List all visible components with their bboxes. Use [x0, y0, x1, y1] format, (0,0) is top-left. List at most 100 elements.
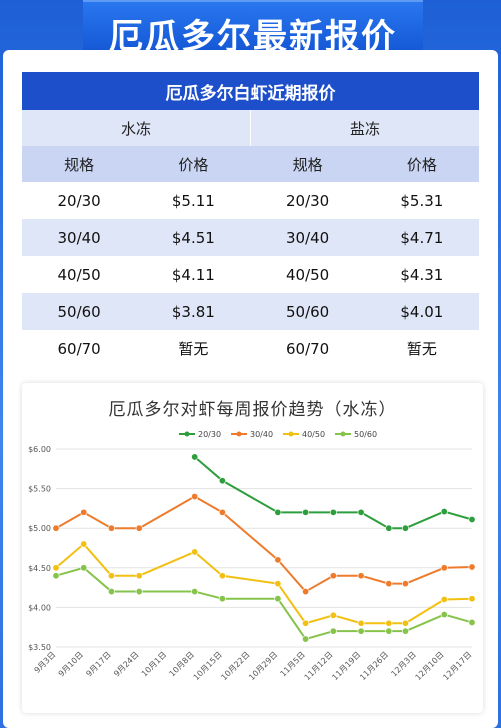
- data-point: [274, 595, 282, 603]
- x-tick-label: 10月1日: [140, 650, 168, 678]
- data-point: [274, 556, 282, 564]
- legend-marker: [236, 431, 242, 437]
- series-line: [55, 566, 473, 641]
- header-spec: 规格: [250, 146, 365, 182]
- data-point: [385, 619, 393, 627]
- data-point: [468, 515, 476, 523]
- spec-cell: 50/60: [250, 293, 365, 330]
- x-tick-label: 11月26日: [358, 650, 390, 682]
- table-row: 50/60 $3.81 50/60 $4.01: [22, 293, 479, 330]
- header-price: 价格: [136, 146, 251, 182]
- spec-cell: 40/50: [57, 265, 101, 284]
- data-point: [440, 595, 448, 603]
- x-tick-label: 11月5日: [279, 650, 307, 678]
- data-point: [218, 508, 226, 516]
- data-point: [52, 564, 60, 572]
- table-title: 厄瓜多尔白虾近期报价: [22, 72, 479, 110]
- data-point: [401, 627, 409, 635]
- price-table: 厄瓜多尔白虾近期报价 水冻 盐冻 规格 价格 规格 价格 20/30 $5.11…: [22, 72, 479, 367]
- x-tick-label: 9月10日: [57, 650, 85, 678]
- spec-cell: 20/30: [286, 191, 330, 210]
- data-point: [401, 580, 409, 588]
- legend-label: 50/60: [354, 430, 377, 439]
- chart-title: 厄瓜多尔对虾每周报价趋势（水冻）: [108, 400, 397, 420]
- x-tick-label: 12月17日: [441, 650, 473, 682]
- legend-label: 40/50: [302, 430, 325, 439]
- price-cell: $4.01: [364, 293, 479, 330]
- table-row: 30/40 $4.51 30/40 $4.71: [22, 219, 479, 256]
- data-point: [385, 627, 393, 635]
- spec-cell: 20/30: [57, 191, 101, 210]
- data-point: [191, 453, 199, 461]
- data-point: [357, 627, 365, 635]
- data-point: [468, 618, 476, 626]
- data-point: [401, 524, 409, 532]
- data-point: [440, 611, 448, 619]
- x-tick-label: 10月15日: [192, 650, 224, 682]
- legend-marker: [288, 431, 294, 437]
- data-point: [468, 563, 476, 571]
- spec-cell: 30/40: [22, 219, 137, 256]
- data-point: [440, 508, 448, 516]
- y-tick-label: $4.00: [28, 603, 51, 612]
- data-point: [274, 580, 282, 588]
- data-point: [385, 524, 393, 532]
- spec-cell: 60/70: [286, 339, 330, 358]
- price-cell: $5.31: [400, 191, 444, 210]
- x-tick-label: 10月22日: [219, 650, 251, 682]
- y-tick-label: $4.50: [28, 564, 51, 573]
- data-point: [302, 588, 310, 596]
- price-cell: $5.11: [171, 191, 215, 210]
- price-cell: 暂无: [178, 340, 209, 358]
- data-point: [52, 524, 60, 532]
- data-point: [191, 548, 199, 556]
- price-cell: 暂无: [406, 340, 437, 358]
- series-line: [194, 456, 473, 530]
- price-cell: $4.51: [136, 219, 251, 256]
- data-point: [135, 524, 143, 532]
- x-tick-label: 12月10日: [414, 650, 446, 682]
- table-row: 60/70 暂无 60/70 暂无: [22, 330, 479, 367]
- data-point: [191, 493, 199, 501]
- data-point: [80, 540, 88, 548]
- header-spec: 规格: [22, 146, 137, 182]
- data-point: [401, 619, 409, 627]
- data-point: [135, 588, 143, 596]
- data-point: [218, 595, 226, 603]
- header-price: 价格: [364, 146, 479, 182]
- y-tick-label: $5.50: [28, 485, 51, 494]
- data-point: [274, 508, 282, 516]
- series-line: [55, 495, 473, 593]
- table-row: 20/30 $5.11 20/30 $5.31: [22, 182, 479, 219]
- legend-label: 20/30: [198, 430, 221, 439]
- table-row: 40/50 $4.11 40/50 $4.31: [22, 256, 479, 293]
- banner-title: 厄瓜多尔最新报价: [109, 16, 397, 57]
- x-tick-label: 9月24日: [112, 650, 140, 678]
- data-point: [218, 572, 226, 580]
- data-point: [107, 524, 115, 532]
- spec-cell: 40/50: [286, 265, 330, 284]
- legend-marker: [184, 431, 190, 437]
- data-point: [357, 572, 365, 580]
- y-tick-label: $5.00: [28, 524, 51, 533]
- legend-marker: [340, 431, 346, 437]
- data-point: [302, 619, 310, 627]
- table-title-row: 厄瓜多尔白虾近期报价: [22, 72, 479, 110]
- data-point: [329, 627, 337, 635]
- y-tick-label: $6.00: [28, 445, 51, 454]
- data-point: [135, 572, 143, 580]
- data-point: [80, 564, 88, 572]
- data-point: [440, 564, 448, 572]
- price-cell: $4.31: [400, 265, 444, 284]
- group-water-frozen: 水冻: [22, 110, 251, 146]
- table-header-row: 规格 价格 规格 价格: [22, 146, 479, 182]
- legend-label: 30/40: [250, 430, 273, 439]
- trend-chart: 厄瓜多尔对虾每周报价趋势（水冻） $6.00 $5.50 $5.00 $4.50 $4.…: [22, 383, 483, 713]
- data-point: [329, 508, 337, 516]
- spec-cell: 50/60: [22, 293, 137, 330]
- data-point: [357, 619, 365, 627]
- x-tick-label: 10月29日: [247, 650, 279, 682]
- data-point: [218, 477, 226, 485]
- data-point: [329, 611, 337, 619]
- data-point: [357, 508, 365, 516]
